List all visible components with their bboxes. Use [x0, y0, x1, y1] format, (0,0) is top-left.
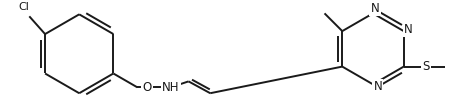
- Text: N: N: [373, 80, 382, 93]
- Text: N: N: [371, 2, 380, 15]
- Text: O: O: [143, 81, 152, 94]
- Text: N: N: [404, 23, 413, 36]
- Text: S: S: [423, 60, 430, 73]
- Text: Cl: Cl: [18, 2, 29, 12]
- Text: NH: NH: [162, 81, 180, 94]
